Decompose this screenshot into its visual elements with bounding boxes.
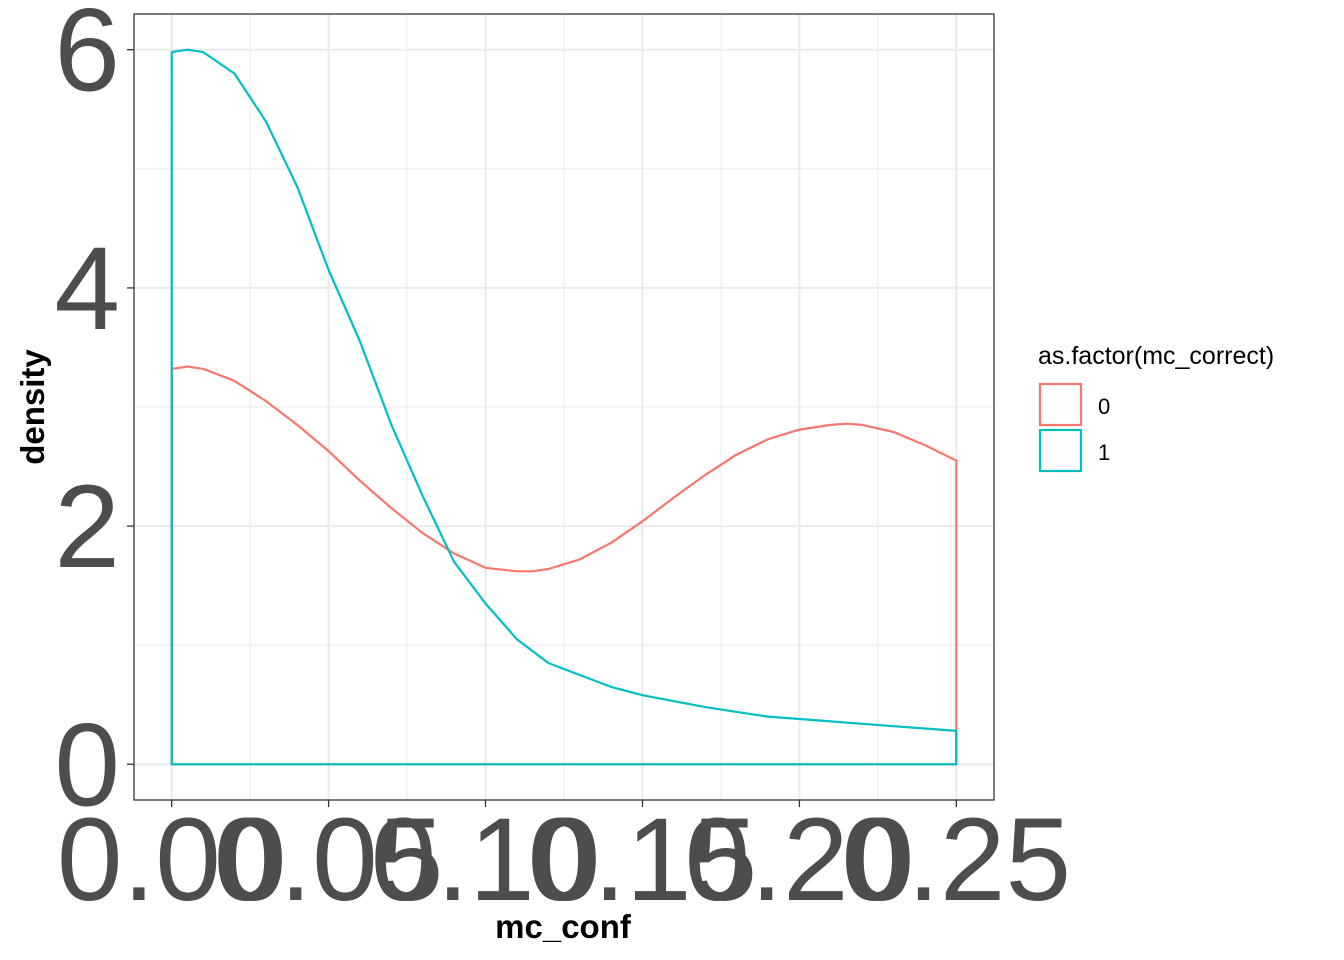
legend: as.factor(mc_correct) 01 <box>1038 342 1274 473</box>
x-tick-label: 0.00 <box>57 794 287 926</box>
y-tick-labels: 0 2 4 6 <box>54 0 120 831</box>
legend-items: 01 <box>1038 382 1110 473</box>
y-tick-label: 6 <box>54 0 120 117</box>
panel-border <box>133 13 995 801</box>
legend-label-0: 0 <box>1098 394 1110 419</box>
minor-gridlines <box>134 14 994 800</box>
x-tick-label: 0.20 <box>685 794 915 926</box>
y-axis-title: density <box>14 349 51 465</box>
density-curve-0 <box>170 365 958 766</box>
density-curves <box>170 48 958 766</box>
legend-key-1 <box>1038 428 1083 473</box>
y-tick-label: 4 <box>54 223 120 355</box>
y-tick-label: 0 <box>54 699 120 831</box>
legend-key-0 <box>1038 382 1083 427</box>
legend-title: as.factor(mc_correct) <box>1038 342 1274 370</box>
x-tick-label: 0.15 <box>528 794 758 926</box>
x-tick-labels: 0.000.050.100.150.200.25 <box>57 794 1071 926</box>
x-tick-label: 0.05 <box>214 794 444 926</box>
y-tick-label: 2 <box>54 461 120 593</box>
legend-label-1: 1 <box>1098 440 1110 465</box>
x-tick-label: 0.10 <box>371 794 601 926</box>
density-curve-1 <box>170 48 958 766</box>
x-tick-label: 0.25 <box>841 794 1071 926</box>
x-axis-title: mc_conf <box>495 908 632 945</box>
axis-ticks <box>127 49 957 807</box>
